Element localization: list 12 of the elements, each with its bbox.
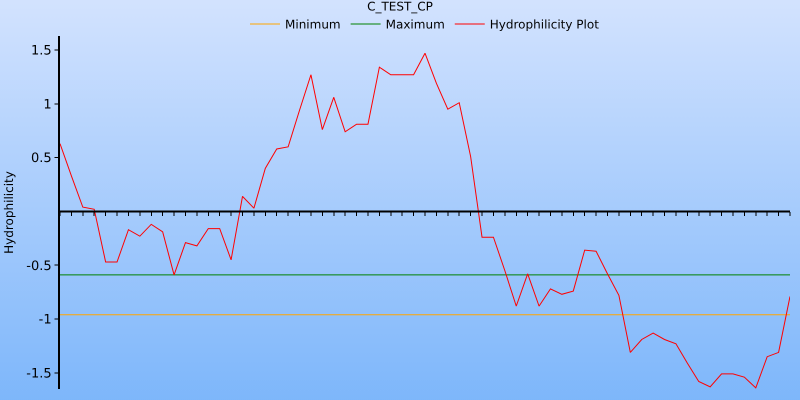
legend-label: Minimum (285, 18, 341, 32)
y-tick-label: 1 (43, 97, 52, 112)
y-tick-label: -0.5 (26, 258, 52, 274)
y-tick-label: 0.5 (30, 151, 52, 166)
y-tick-label: 1.5 (30, 44, 52, 59)
y-tick-label: -1 (38, 312, 52, 328)
legend-label: Maximum (386, 18, 445, 32)
chart-title: C_TEST_CP (367, 0, 433, 14)
y-axis-title: Hydrophilicity (2, 171, 16, 254)
y-tick-label: -1.5 (26, 366, 52, 382)
line-series (60, 52, 790, 388)
legend-label: Hydrophilicity Plot (490, 18, 600, 32)
